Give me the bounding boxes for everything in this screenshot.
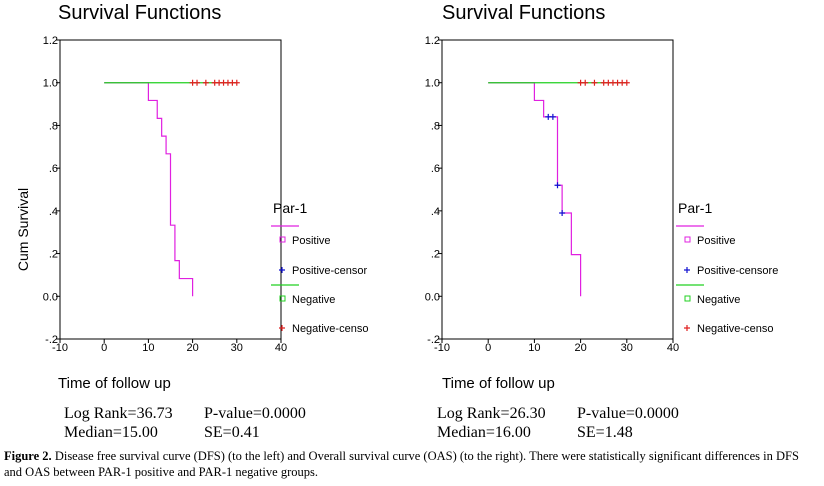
log-rank-text: Log Rank=36.73 (64, 405, 173, 422)
legend-box-marker (684, 295, 691, 302)
y-axis-label: Cum Survival (15, 188, 31, 271)
x-tick-label: 10 (528, 342, 540, 354)
legend-title: Par-1 (678, 200, 712, 216)
y-tick-label: -.2 (427, 334, 440, 346)
chart-title: Survival Functions (58, 2, 222, 24)
y-tick-label: -.2 (45, 334, 58, 346)
censor-marker (591, 79, 598, 86)
chart-title: Survival Functions (442, 2, 606, 24)
y-tick-label: .2 (49, 249, 58, 261)
x-tick-label: 20 (574, 342, 586, 354)
legend-box-marker (279, 295, 286, 302)
legend-label: Negative-censo (292, 323, 368, 335)
x-axis-label: Time of follow up (442, 375, 555, 392)
dfs-chart-svg: -.2 0.0 .2 .4 .6 .8 1.0 1.2 -10 0 10 20 30 40 Cum Surv… (15, 35, 368, 392)
legend-box-marker (684, 236, 691, 243)
y-tick-label: .4 (431, 206, 440, 218)
legend-plus-marker (279, 325, 285, 331)
legend-label: Negative-censo (697, 323, 773, 335)
plot-frame (59, 39, 282, 340)
y-tick-label: 0.0 (425, 291, 440, 303)
dfs-stats: Log Rank=36.73 P-value=0.0000 Median=15.0… (64, 404, 306, 442)
log-rank-text: Log Rank=26.30 (437, 405, 546, 422)
x-tick-label: 0 (101, 342, 107, 354)
legend-label: Negative (697, 294, 740, 306)
survival-line-positive (488, 82, 582, 297)
x-tick-label: 10 (142, 342, 154, 354)
figure-label: Figure 2. (4, 449, 52, 463)
se-text: SE=0.41 (204, 424, 260, 441)
x-tick-label: 30 (621, 342, 633, 354)
censor-marker (233, 79, 240, 86)
y-tick-label: .4 (49, 206, 58, 218)
survival-line-positive (104, 82, 194, 297)
censor-marker (554, 182, 561, 189)
censor-marker (623, 79, 630, 86)
p-value-text: P-value=0.0000 (577, 405, 679, 422)
legend-plus-marker (684, 325, 690, 331)
x-tick-label: 40 (275, 342, 287, 354)
legend-title: Par-1 (273, 200, 307, 216)
se-text: SE=1.48 (577, 424, 633, 441)
legend-label: Positive-censore (697, 265, 778, 277)
legend-plus-marker (279, 267, 285, 273)
oas-chart-panel: Survival Functions -.2 0.0.2.4.6.8 1.0 1.2-… (412, 0, 824, 442)
legend-label: Positive (292, 235, 331, 247)
x-tick-label: 30 (231, 342, 243, 354)
figure-caption-text: Disease free survival curve (DFS) (to th… (4, 449, 799, 479)
y-tick-label: 1.0 (43, 78, 58, 90)
y-tick-label: .6 (49, 163, 58, 175)
dfs-chart-panel: Survival Functions -.2 0.0.2.4.6.8 1.0 1.2-… (0, 0, 412, 442)
legend-plus-marker (684, 267, 690, 273)
oas-chart-svg: -.2 0.0 .2 .4 .6 .8 1.0 1.2 -10 0 10 20 30 40 Cum Surv… (412, 35, 778, 392)
y-axis-label: Cum Survival (412, 188, 413, 271)
p-value-text: P-value=0.0000 (204, 405, 306, 422)
x-tick-label: 20 (186, 342, 198, 354)
y-tick-label: 0.0 (43, 291, 58, 303)
censor-marker (582, 79, 589, 86)
figure-caption: Figure 2. Disease free survival curve (D… (4, 448, 820, 480)
x-tick-label: -10 (434, 342, 450, 354)
y-tick-label: .8 (49, 120, 58, 132)
censor-marker (559, 209, 566, 216)
median-text: Median=15.00 (64, 424, 158, 441)
oas-stats: Log Rank=26.30 P-value=0.0000 Median=16.0… (437, 404, 679, 442)
x-tick-label: -10 (52, 342, 68, 354)
y-tick-label: 1.2 (425, 35, 440, 47)
censor-marker (549, 113, 556, 120)
y-tick-label: 1.2 (43, 35, 58, 47)
plot-frame (441, 39, 674, 340)
x-tick-label: 0 (485, 342, 491, 354)
legend-label: Negative (292, 294, 335, 306)
legend-label: Positive (697, 235, 736, 247)
y-tick-label: 1.0 (425, 78, 440, 90)
censor-marker (202, 79, 209, 86)
legend-label: Positive-censor (292, 265, 368, 277)
y-tick-label: .6 (431, 163, 440, 175)
median-text: Median=16.00 (437, 424, 531, 441)
y-tick-label: .2 (431, 249, 440, 261)
legend-box-marker (279, 236, 286, 243)
censor-marker (194, 79, 201, 86)
x-tick-label: 40 (667, 342, 679, 354)
y-tick-label: .8 (431, 120, 440, 132)
x-axis-label: Time of follow up (58, 375, 171, 392)
